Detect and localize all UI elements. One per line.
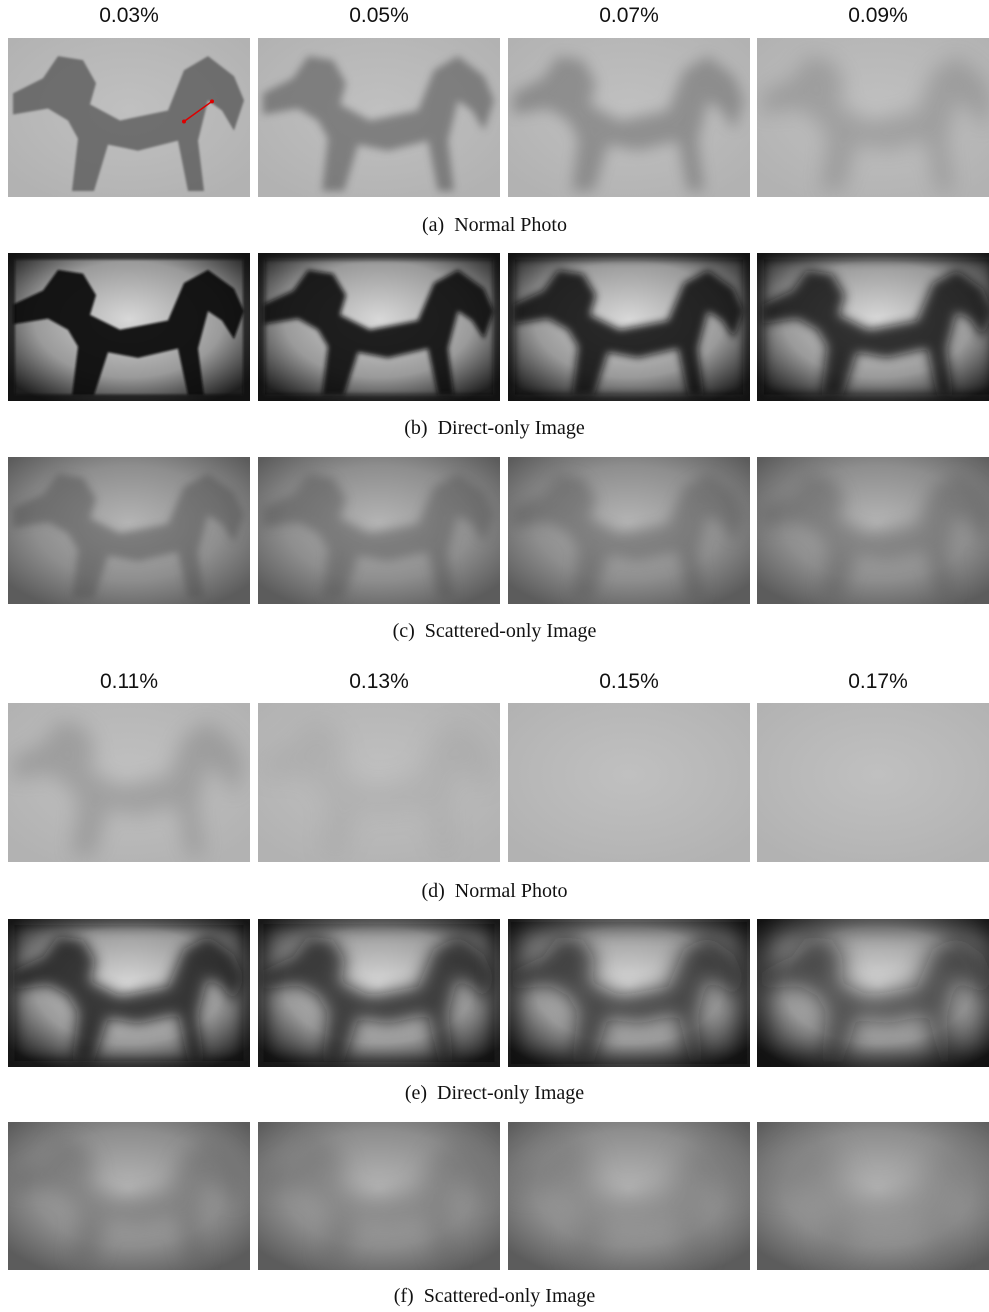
- column-header: 0.11%: [8, 670, 250, 694]
- photo-panel: [8, 1122, 250, 1270]
- photo-panel: [508, 1122, 750, 1270]
- caption-text: Normal Photo: [455, 880, 568, 902]
- photo-panel: [8, 703, 250, 862]
- column-header: 0.07%: [508, 4, 750, 28]
- caption-text: Scattered-only Image: [424, 1285, 596, 1307]
- photo-panel: [258, 703, 500, 862]
- caption-label: (d): [421, 880, 444, 902]
- column-header: 0.09%: [757, 4, 989, 28]
- photo-panel: [258, 919, 500, 1067]
- photo-panel: [508, 253, 750, 401]
- caption: (f) Scattered-only Image: [0, 1285, 989, 1308]
- caption-label: (f): [394, 1285, 414, 1307]
- caption-text: Scattered-only Image: [425, 620, 597, 642]
- column-header: 0.05%: [258, 4, 500, 28]
- figure: 0.03% 0.05% 0.07% 0.09% (a) Normal Photo (b) Di…: [0, 0, 989, 1312]
- photo-panel: [258, 457, 500, 604]
- photo-panel: [757, 1122, 989, 1270]
- caption-label: (b): [404, 417, 427, 439]
- photo-panel: [757, 457, 989, 604]
- photo-panel: [258, 38, 500, 197]
- photo-panel: [8, 457, 250, 604]
- photo-panel: [757, 919, 989, 1067]
- column-header: 0.17%: [757, 670, 989, 694]
- photo-panel: [508, 703, 750, 862]
- column-header: 0.03%: [8, 4, 250, 28]
- caption-text: Normal Photo: [454, 214, 567, 236]
- photo-panel: [8, 253, 250, 401]
- column-header: 0.15%: [508, 670, 750, 694]
- caption: (d) Normal Photo: [0, 880, 989, 903]
- caption-label: (e): [405, 1082, 427, 1104]
- photo-panel: [258, 253, 500, 401]
- photo-panel: [757, 38, 989, 197]
- caption: (e) Direct-only Image: [0, 1082, 989, 1105]
- caption: (c) Scattered-only Image: [0, 620, 989, 643]
- photo-panel: [8, 38, 250, 197]
- photo-panel: [258, 1122, 500, 1270]
- caption-text: Direct-only Image: [438, 417, 585, 439]
- caption: (b) Direct-only Image: [0, 417, 989, 440]
- photo-panel: [757, 703, 989, 862]
- photo-panel: [8, 919, 250, 1067]
- photo-panel: [508, 38, 750, 197]
- photo-panel: [508, 457, 750, 604]
- caption: (a) Normal Photo: [0, 214, 989, 237]
- caption-text: Direct-only Image: [437, 1082, 584, 1104]
- photo-panel: [508, 919, 750, 1067]
- caption-label: (a): [422, 214, 444, 236]
- caption-label: (c): [393, 620, 415, 642]
- column-header: 0.13%: [258, 670, 500, 694]
- photo-panel: [757, 253, 989, 401]
